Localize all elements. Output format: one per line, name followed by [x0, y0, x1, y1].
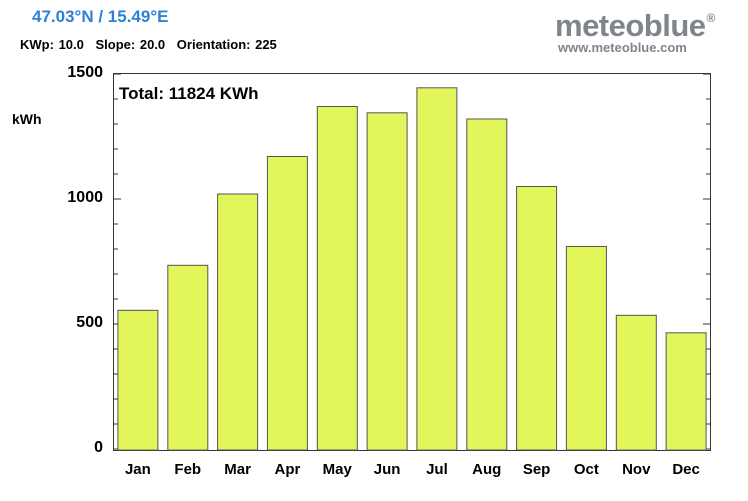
x-tick-label-jun: Jun [373, 461, 401, 478]
system-parameters: KWp: 10.0 Slope: 20.0 Orientation: 225 [20, 37, 284, 52]
x-tick-label-feb: Feb [174, 461, 202, 478]
slope-value: 20.0 [139, 37, 166, 52]
slope-label: Slope: [95, 37, 136, 52]
bar-apr [266, 156, 308, 451]
meteoblue-logo: meteoblue® [555, 8, 715, 44]
x-tick-label-may: May [322, 461, 352, 478]
y-axis-unit: kWh [12, 111, 42, 127]
orientation-param: Orientation: 225 [177, 37, 277, 52]
orientation-label: Orientation: [176, 37, 251, 52]
total-annotation: Total: 11824 KWh [119, 84, 259, 103]
bar-nov [615, 314, 657, 451]
x-tick-label-sep: Sep [522, 461, 551, 478]
bar-jan [117, 309, 159, 451]
y-tick-label-1500: 1500 [67, 64, 103, 81]
location-coordinates: 47.03°N / 15.49°E [32, 7, 169, 26]
plot-area [113, 73, 711, 451]
y-tick-label-500: 500 [76, 314, 103, 331]
y-tick-label-1000: 1000 [67, 189, 103, 206]
x-tick-label-jan: Jan [124, 461, 151, 478]
orientation-value: 225 [255, 37, 277, 52]
x-tick-label-jul: Jul [426, 461, 448, 478]
slope-param: Slope: 20.0 [96, 37, 166, 52]
bar-mar [217, 193, 259, 451]
registered-mark: ® [706, 11, 716, 25]
kwp-label: KWp: [20, 37, 54, 52]
bar-dec [665, 332, 707, 451]
brand-name: meteoblue [555, 8, 706, 43]
x-tick-label-oct: Oct [573, 461, 599, 478]
kwp-param: KWp: 10.0 [20, 37, 84, 52]
bar-sep [516, 186, 558, 451]
x-tick-label-nov: Nov [622, 461, 651, 478]
x-tick-label-mar: Mar [224, 461, 251, 478]
x-tick-label-dec: Dec [672, 461, 700, 478]
bar-jun [366, 112, 408, 451]
x-tick-label-apr: Apr [274, 461, 301, 478]
brand-url: www.meteoblue.com [558, 40, 687, 55]
bar-aug [466, 118, 508, 451]
bar-may [316, 106, 358, 451]
y-tick-label-0: 0 [94, 439, 103, 456]
bar-feb [167, 264, 209, 451]
kwp-value: 10.0 [58, 37, 84, 52]
x-tick-label-aug: Aug [472, 461, 502, 478]
bar-jul [416, 87, 458, 451]
bar-oct [565, 246, 607, 451]
